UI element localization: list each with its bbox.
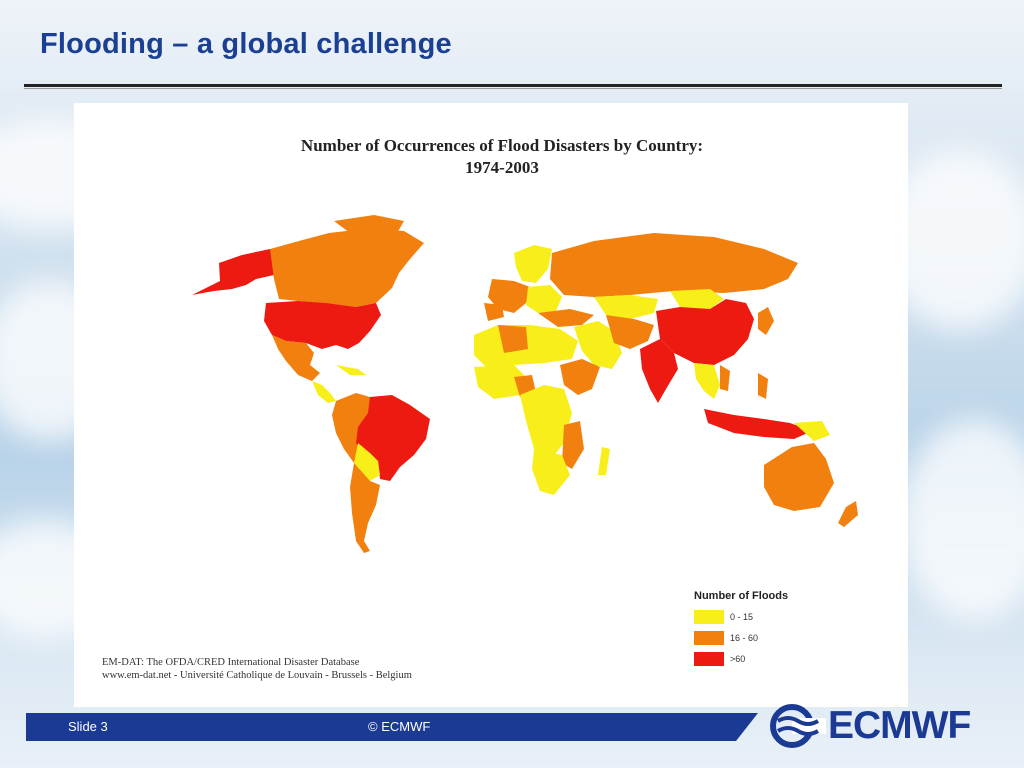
region-balkans-turkey: [538, 309, 594, 327]
region-argentina-chile: [350, 463, 380, 553]
legend-item-mid: 16 - 60: [694, 627, 788, 648]
legend-item-low: 0 - 15: [694, 606, 788, 627]
map-legend: Number of Floods 0 - 15 16 - 60 >60: [694, 590, 788, 669]
footer-bar: [26, 713, 758, 741]
region-horn-of-africa: [560, 359, 600, 395]
region-middle-east: [574, 321, 622, 369]
region-vietnam: [720, 365, 730, 391]
legend-swatch-high: [694, 651, 724, 666]
region-china: [656, 299, 754, 365]
region-iran-afghanistan: [606, 315, 654, 349]
title-divider: [24, 84, 1002, 87]
source-line2: www.em-dat.net - Université Catholique d…: [102, 670, 412, 681]
region-canada: [270, 229, 424, 307]
legend-swatch-mid: [694, 630, 724, 645]
region-madagascar: [598, 447, 610, 475]
region-central-africa: [520, 385, 572, 463]
legend-label-low: 0 - 15: [730, 611, 754, 622]
region-western-europe: [488, 279, 530, 313]
ecmwf-logo-text: ECMWF: [828, 704, 971, 747]
source-line1: EM-DAT: The OFDA/CRED International Disa…: [102, 657, 360, 668]
region-philippines: [758, 373, 768, 399]
region-japan-korea: [758, 307, 774, 335]
slide-title: Flooding – a global challenge: [40, 28, 452, 60]
region-mozambique: [562, 421, 584, 469]
region-new-zealand: [838, 501, 858, 527]
flood-map-figure: Number of Occurrences of Flood Disasters…: [74, 103, 908, 707]
legend-label-high: >60: [730, 653, 746, 664]
legend-swatch-low: [694, 609, 724, 624]
region-indonesia: [704, 409, 812, 439]
region-west-africa: [474, 365, 528, 399]
region-caribbean: [336, 365, 366, 375]
region-iberia: [484, 303, 504, 321]
region-usa: [264, 301, 381, 349]
region-mexico: [272, 335, 320, 381]
slide-number: Slide 3: [68, 719, 108, 734]
region-scandinavia: [514, 245, 552, 283]
region-australia: [764, 443, 834, 511]
region-alaska: [192, 249, 279, 295]
map-title-line1: Number of Occurrences of Flood Disasters…: [300, 136, 704, 155]
background-cloud: [900, 420, 1024, 620]
region-southern-africa: [532, 449, 570, 495]
copyright-notice: © ECMWF: [368, 719, 431, 734]
ecmwf-logo: ECMWF: [770, 704, 971, 748]
region-indochina: [694, 363, 720, 399]
region-central-europe: [526, 285, 562, 313]
ecmwf-logo-mark: [770, 704, 826, 748]
legend-title: Number of Floods: [694, 590, 789, 602]
data-source-note: EM-DAT: The OFDA/CRED International Disa…: [102, 656, 412, 682]
title-divider-shadow: [24, 88, 1002, 89]
region-kazakhstan: [594, 295, 658, 319]
region-algeria: [498, 325, 528, 353]
region-russia: [550, 233, 798, 297]
legend-item-high: >60: [694, 648, 788, 669]
region-india: [640, 339, 678, 403]
region-central-america: [312, 381, 336, 403]
world-map: [192, 215, 858, 553]
region-papua: [794, 421, 830, 441]
region-mongolia: [670, 289, 724, 309]
region-greenland: [334, 215, 404, 237]
map-title-line2: 1974-2003: [465, 158, 539, 177]
map-title: Number of Occurrences of Flood Disasters…: [74, 135, 930, 179]
legend-label-mid: 16 - 60: [730, 632, 759, 643]
